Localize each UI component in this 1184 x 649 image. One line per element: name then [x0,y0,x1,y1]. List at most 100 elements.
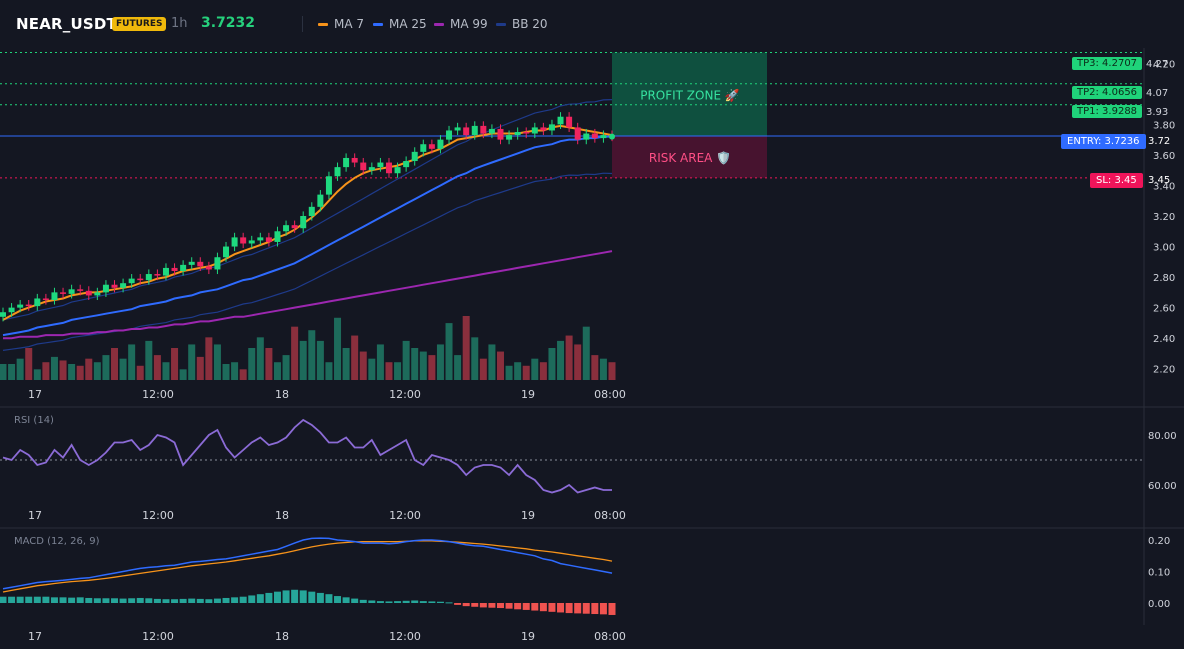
candle-body [523,132,530,134]
time-tick-label: 08:00 [594,509,626,522]
volume-bar [50,356,58,380]
volume-bar [119,358,127,380]
macd-histogram-bar [488,603,496,608]
macd-histogram-bar [522,603,530,610]
candle-body [188,261,195,265]
tp2-axis-value: 4.07 [1146,88,1169,99]
volume-bar [402,340,410,380]
candle-body [531,127,538,134]
legend-ma99[interactable]: MA 99 [434,17,488,31]
macd-histogram-bar [445,602,453,604]
macd-histogram-bar [376,601,384,603]
candle-body [17,304,24,308]
time-tick-label: 12:00 [142,388,174,401]
time-tick-label: 12:00 [142,630,174,643]
macd-histogram-bar [0,596,7,603]
legend-ma25-label: MA 25 [389,17,427,31]
macd-histogram-bar [33,596,41,603]
time-tick-label: 17 [28,388,42,401]
candle-body [60,292,67,294]
volume-bar [265,348,273,380]
legend-ma7[interactable]: MA 7 [318,17,364,31]
legend-bb20-label: BB 20 [512,17,548,31]
time-tick-label: 17 [28,630,42,643]
candle-body [162,267,169,276]
legend-ma25[interactable]: MA 25 [373,17,427,31]
legend-bb20[interactable]: BB 20 [496,17,548,31]
volume-bar [539,362,547,380]
volume-bar [385,362,393,380]
candle-body [566,116,573,128]
candle-body [480,125,487,134]
price-tick-label: 2.80 [1153,273,1175,284]
volume-bar [8,364,16,380]
time-tick-label: 12:00 [142,509,174,522]
timeframe[interactable]: 1h [171,16,188,31]
volume-bar [59,360,67,380]
macd-histogram-bar [359,599,367,603]
ma7-line [2,124,613,321]
candle-body [540,127,547,131]
volume-bar [33,369,41,380]
volume-bar [239,369,247,380]
macd-histogram-bar [282,590,290,603]
volume-bar [591,355,599,380]
candle-body [223,246,230,258]
macd-histogram-bar [394,601,402,603]
candle-body [154,274,161,276]
volume-bar [496,351,504,380]
time-tick-label: 19 [521,509,535,522]
macd-histogram-bar [42,596,50,603]
macd-histogram-bar [531,603,539,611]
candle-body [300,216,307,229]
macd-histogram-bar [582,603,590,614]
macd-histogram-bar [565,603,573,614]
volume-bar [308,330,316,380]
macd-histogram-bar [385,601,393,603]
candle-body [428,144,435,149]
price-tick-label: 3.60 [1153,151,1175,162]
candle-body [488,128,495,134]
rsi-line [2,418,612,494]
macd-histogram-bar [128,598,136,603]
candle-body [420,144,427,152]
candle-body [317,194,324,207]
candle-body [343,157,350,168]
candle-body [308,206,315,216]
volume-bar [153,355,161,380]
macd-histogram-bar [231,597,239,603]
volume-bar [522,365,530,380]
rsi-tick-label: 80.00 [1148,431,1177,442]
rsi-tick-label: 60.00 [1148,481,1177,492]
macd-histogram-bar [265,592,273,603]
candle-body [385,162,392,174]
chart-header: NEAR_USDT FUTURES 1h 3.7232 MA 7 MA 25 M… [0,0,1184,48]
volume-bar [531,358,539,380]
tp1-tag: TP1: 3.9288 [1072,105,1143,118]
macd-histogram-bar [248,595,256,603]
macd-histogram-bar [436,601,444,603]
candle-body [180,264,187,271]
header-divider [302,16,303,32]
time-tick-label: 18 [275,388,289,401]
volume-bar [222,364,230,380]
macd-histogram-bar [419,601,427,603]
volume-bar [351,335,359,380]
macd-histogram-bar [256,594,264,603]
macd-histogram-bar [368,600,376,603]
ma25-line [2,135,612,337]
volume-bar [136,365,144,380]
volume-bar [68,364,76,380]
candle-body [214,257,221,270]
volume-bar [256,337,264,380]
time-tick-label: 12:00 [389,630,421,643]
candle-body [102,284,109,293]
volume-bar [25,348,33,380]
macd-histogram-bar [179,598,187,603]
macd-histogram-bar [171,599,179,603]
price-tick-label: 2.40 [1153,334,1175,345]
futures-badge: FUTURES [112,17,167,31]
candle-body [77,289,84,291]
symbol-name[interactable]: NEAR_USDT [16,15,117,33]
